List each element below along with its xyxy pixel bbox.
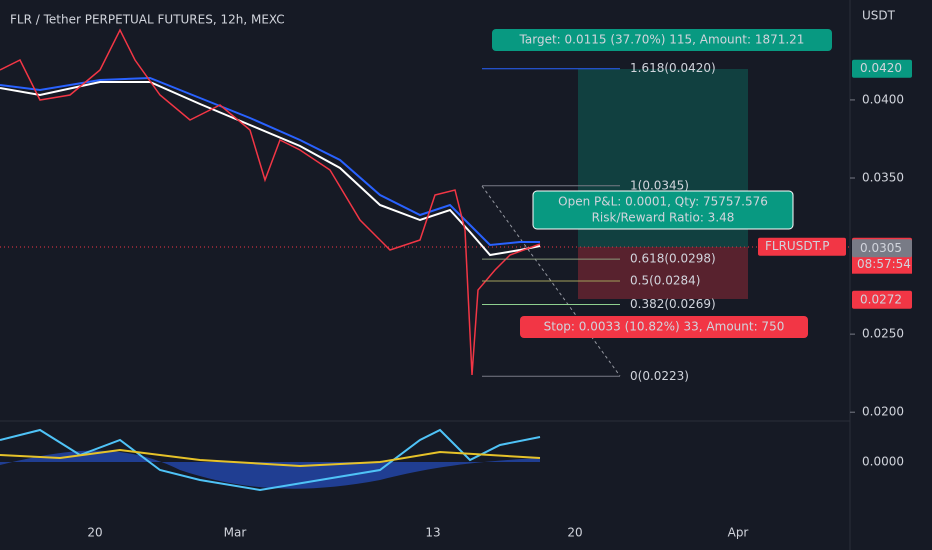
fib-label: 0.618(0.0298) — [630, 252, 716, 266]
price-tick-label: 0.0350 — [862, 170, 904, 184]
time-label: 13 — [425, 526, 440, 540]
time-label: 20 — [87, 526, 102, 540]
price-badge-label: 0.0420 — [860, 61, 902, 75]
label-box — [492, 29, 832, 51]
time-label: 20 — [567, 526, 582, 540]
stop-label: Stop: 0.0033 (10.82%) 33, Amount: 750 — [544, 320, 785, 334]
fib-label: 0(0.0223) — [630, 369, 689, 383]
price-tick-label: 0.0400 — [862, 92, 904, 106]
indicator-signal — [0, 448, 541, 468]
label-box — [532, 190, 794, 230]
pnl-label: Open P&L: 0.0001, Qty: 75757.576 — [558, 195, 768, 209]
price-tick-label: 0.0250 — [862, 327, 904, 341]
price-badge-label: 0.0305 — [860, 241, 902, 255]
price-path — [0, 28, 541, 376]
fib-label: 1.618(0.0420) — [630, 61, 716, 75]
ma-white — [0, 81, 541, 257]
fib-label: 0.5(0.0284) — [630, 274, 700, 288]
chart-title: FLR / Tether PERPETUAL FUTURES, 12h, MEX… — [10, 13, 285, 27]
unit-label: USDT — [862, 9, 896, 23]
ma-blue — [0, 76, 540, 247]
dynamic-layer: 0.04000.03500.02500.02000.04200.030608:5… — [87, 29, 912, 540]
time-label: Mar — [224, 526, 247, 540]
indicator-line — [0, 428, 541, 492]
loss-zone — [578, 247, 748, 299]
fib-label: 1(0.0345) — [630, 178, 689, 192]
label-box — [520, 316, 808, 338]
fib-label: 0.382(0.0269) — [630, 297, 716, 311]
price-badge — [852, 59, 912, 78]
indicator-tick-label: 0.0000 — [862, 455, 904, 469]
countdown-label: 08:57:54 — [857, 257, 911, 271]
symbol-label: FLRUSDT.P — [765, 239, 830, 253]
indicator-area — [0, 450, 540, 489]
price-badge-label: 0.0272 — [860, 292, 902, 306]
time-label: Apr — [728, 526, 749, 540]
price-badge — [852, 239, 912, 258]
price-badge — [852, 290, 912, 309]
target-label: Target: 0.0115 (37.70%) 115, Amount: 187… — [519, 33, 805, 47]
countdown-badge — [852, 255, 912, 274]
price-tick-label: 0.0200 — [862, 405, 904, 419]
symbol-badge — [758, 237, 846, 256]
ratio-label: Risk/Reward Ratio: 3.48 — [592, 211, 735, 225]
